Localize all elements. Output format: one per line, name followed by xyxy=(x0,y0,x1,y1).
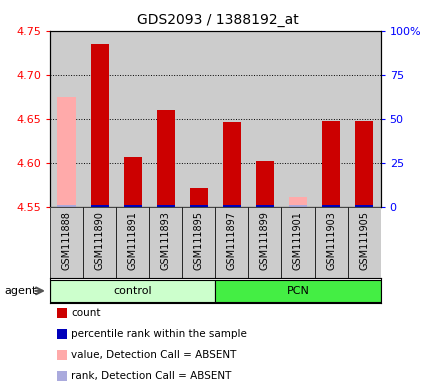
Bar xyxy=(281,31,314,207)
Bar xyxy=(156,110,174,207)
Text: GSM111903: GSM111903 xyxy=(326,211,335,270)
Bar xyxy=(50,280,215,302)
Bar xyxy=(354,121,372,207)
Bar xyxy=(222,122,240,207)
Text: PCN: PCN xyxy=(286,286,309,296)
Text: control: control xyxy=(113,286,151,296)
Text: value, Detection Call = ABSENT: value, Detection Call = ABSENT xyxy=(71,350,236,360)
Bar xyxy=(90,44,108,207)
Bar xyxy=(215,31,248,207)
Bar xyxy=(189,205,207,207)
Bar xyxy=(288,197,306,207)
Text: GSM111891: GSM111891 xyxy=(128,211,137,270)
Bar xyxy=(321,205,339,207)
Bar xyxy=(354,205,372,207)
Bar xyxy=(182,207,215,278)
Bar xyxy=(281,207,314,278)
Bar xyxy=(116,207,149,278)
Bar xyxy=(314,207,347,278)
Bar xyxy=(314,31,347,207)
Bar xyxy=(288,205,306,207)
Text: GSM111888: GSM111888 xyxy=(62,211,71,270)
Bar xyxy=(57,97,76,207)
Text: count: count xyxy=(71,308,100,318)
Bar xyxy=(321,121,339,207)
Bar xyxy=(189,188,207,207)
Text: GSM111890: GSM111890 xyxy=(95,211,104,270)
Bar xyxy=(123,157,141,207)
Bar xyxy=(255,205,273,207)
Bar xyxy=(149,31,182,207)
Bar xyxy=(83,31,116,207)
Bar xyxy=(347,31,380,207)
Bar xyxy=(90,205,108,207)
Text: GSM111899: GSM111899 xyxy=(260,211,269,270)
Bar xyxy=(215,280,380,302)
Text: GSM111897: GSM111897 xyxy=(227,211,236,270)
Text: GDS2093 / 1388192_at: GDS2093 / 1388192_at xyxy=(136,13,298,27)
Bar xyxy=(182,31,215,207)
Text: GSM111895: GSM111895 xyxy=(194,211,203,270)
Bar xyxy=(116,31,149,207)
Bar xyxy=(83,207,116,278)
Bar xyxy=(215,207,248,278)
Text: GSM111901: GSM111901 xyxy=(293,211,302,270)
Bar xyxy=(123,205,141,207)
Bar xyxy=(57,205,76,207)
Bar xyxy=(149,207,182,278)
Bar xyxy=(50,31,83,207)
Bar xyxy=(50,207,83,278)
Bar xyxy=(248,31,281,207)
Bar xyxy=(222,205,240,207)
Text: GSM111893: GSM111893 xyxy=(161,211,170,270)
Bar xyxy=(347,207,380,278)
Bar xyxy=(248,207,281,278)
Text: rank, Detection Call = ABSENT: rank, Detection Call = ABSENT xyxy=(71,371,231,381)
Text: GSM111905: GSM111905 xyxy=(358,211,368,270)
Bar xyxy=(255,161,273,207)
Text: agent: agent xyxy=(4,286,36,296)
Text: percentile rank within the sample: percentile rank within the sample xyxy=(71,329,246,339)
Bar xyxy=(156,205,174,207)
